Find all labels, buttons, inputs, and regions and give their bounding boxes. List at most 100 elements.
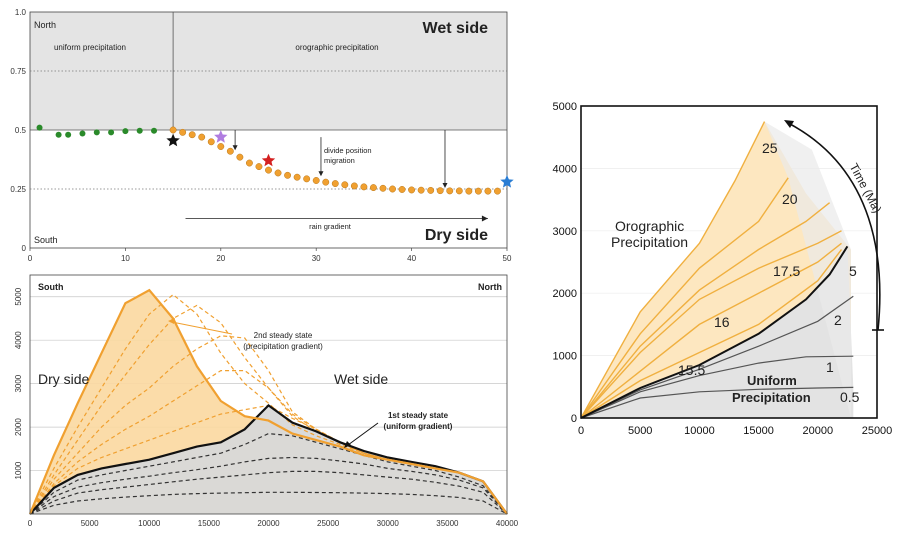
orographic-point: [436, 187, 444, 195]
uniform-fill: [581, 246, 854, 418]
star-marker: [500, 174, 514, 188]
orographic-series-label: 20: [782, 191, 798, 207]
south-label: South: [34, 235, 58, 245]
uniform-fill: [30, 405, 507, 514]
orographic-point: [188, 131, 196, 139]
orographic-series-line: [580, 242, 842, 419]
y-tick-label: 5000: [14, 287, 23, 305]
orographic-point: [408, 186, 416, 194]
dry-side-label: Dry side: [38, 371, 90, 387]
x-tick-label: 20: [216, 254, 225, 263]
x-tick-label: 0: [28, 254, 33, 263]
uniform-precipitation-label: uniform precipitation: [54, 43, 126, 52]
second-steady-sublabel: (precipitation gradient): [243, 342, 323, 351]
uniform-point: [79, 130, 86, 137]
orographic-point: [284, 171, 292, 179]
x-tick-label: 15000: [743, 425, 774, 437]
x-tick-label: 40000: [496, 519, 519, 528]
first-steady-arrow: [347, 422, 379, 446]
y-tick-label: 2000: [14, 418, 23, 436]
y-tick-label: 3000: [553, 226, 577, 238]
orographic-point: [465, 187, 473, 195]
star-marker: [261, 153, 276, 167]
orographic-point: [446, 187, 454, 195]
orographic-point: [265, 166, 272, 174]
orographic-point: [360, 183, 368, 191]
uniform-point: [136, 127, 143, 134]
orographic-sublabel: Precipitation: [611, 234, 688, 250]
y-tick-label: 1000: [553, 351, 577, 363]
wet-side-label: Wet side: [423, 20, 489, 37]
uniform-point: [122, 128, 129, 135]
y-tick-label: 1.0: [15, 8, 27, 17]
orographic-point: [169, 126, 177, 134]
x-tick-label: 5000: [81, 519, 99, 528]
north-label: North: [34, 20, 56, 30]
orographic-point: [217, 143, 225, 150]
first-steady-sublabel: (uniform gradient): [384, 422, 453, 431]
orographic-series-label: 16: [714, 314, 730, 330]
x-tick-label: 10: [121, 254, 130, 263]
orographic-series-line: [580, 202, 831, 419]
migration-arrowhead: [442, 183, 448, 188]
y-tick-label: 0: [22, 244, 27, 253]
second-steady-arrow: [171, 321, 233, 335]
x-tick-label: 0: [578, 425, 584, 437]
orographic-series-line: [580, 121, 766, 419]
y-tick-label: 0.75: [10, 67, 26, 76]
y-tick-label: 0.25: [10, 185, 26, 194]
orographic-fill: [30, 290, 507, 514]
orographic-point: [245, 159, 253, 167]
time-region-fill: [764, 121, 851, 418]
orographic-point: [341, 181, 349, 189]
orographic-series-line: [580, 177, 789, 419]
star-marker: [166, 133, 180, 147]
orographic-label: Orographic: [615, 218, 684, 234]
x-tick-label: 25000: [317, 519, 340, 528]
uniform-series-line: [580, 355, 854, 419]
x-tick-label: 35000: [436, 519, 459, 528]
orographic-point: [494, 187, 501, 195]
star-marker: [214, 130, 228, 143]
y-tick-label: 0.5: [15, 126, 27, 135]
uniform-sublabel: Precipitation: [732, 390, 811, 405]
x-tick-label: 30: [312, 254, 321, 263]
uniform-series-label: 1: [826, 359, 834, 375]
second-steady-label: 2nd steady state: [254, 331, 313, 340]
uniform-series-line: [580, 386, 854, 419]
orographic-point: [322, 178, 330, 186]
y-tick-label: 0: [571, 413, 577, 425]
orographic-point: [226, 147, 234, 155]
x-tick-label: 5000: [628, 425, 652, 437]
uniform-point: [55, 131, 62, 138]
first-steady-label: 1st steady state: [388, 411, 449, 420]
uniform-series-label: 5: [849, 263, 857, 279]
uniform-steady-line: [29, 403, 508, 515]
orographic-point: [427, 186, 435, 194]
time-arrowhead: [784, 120, 794, 128]
y-tick-label: 4000: [553, 163, 577, 175]
first-steady-arrowhead: [344, 441, 351, 448]
orographic-point: [293, 173, 301, 181]
time-label: Time (Ma): [847, 161, 885, 215]
y-tick-label: 4000: [14, 331, 23, 349]
y-tick-label: 2000: [553, 288, 577, 300]
south-label: South: [38, 282, 64, 292]
orographic-series-label: 25: [762, 140, 778, 156]
migration-arrowhead: [318, 171, 324, 177]
uniform-series-line: [580, 245, 849, 419]
x-tick-label: 10000: [138, 519, 161, 528]
plot-frame: [29, 274, 508, 515]
divide-migration-label: divide position migration: [324, 146, 372, 165]
orographic-series-line: [580, 230, 842, 419]
orographic-point: [474, 187, 482, 195]
orographic-point: [198, 133, 206, 141]
orographic-point: [312, 177, 320, 184]
uniform-point: [93, 129, 100, 136]
uniform-transient-line: [29, 432, 508, 515]
uniform-transient-line: [29, 491, 508, 515]
x-tick-label: 0: [28, 519, 33, 528]
orographic-point: [207, 138, 215, 146]
uniform-transient-line: [29, 470, 508, 515]
